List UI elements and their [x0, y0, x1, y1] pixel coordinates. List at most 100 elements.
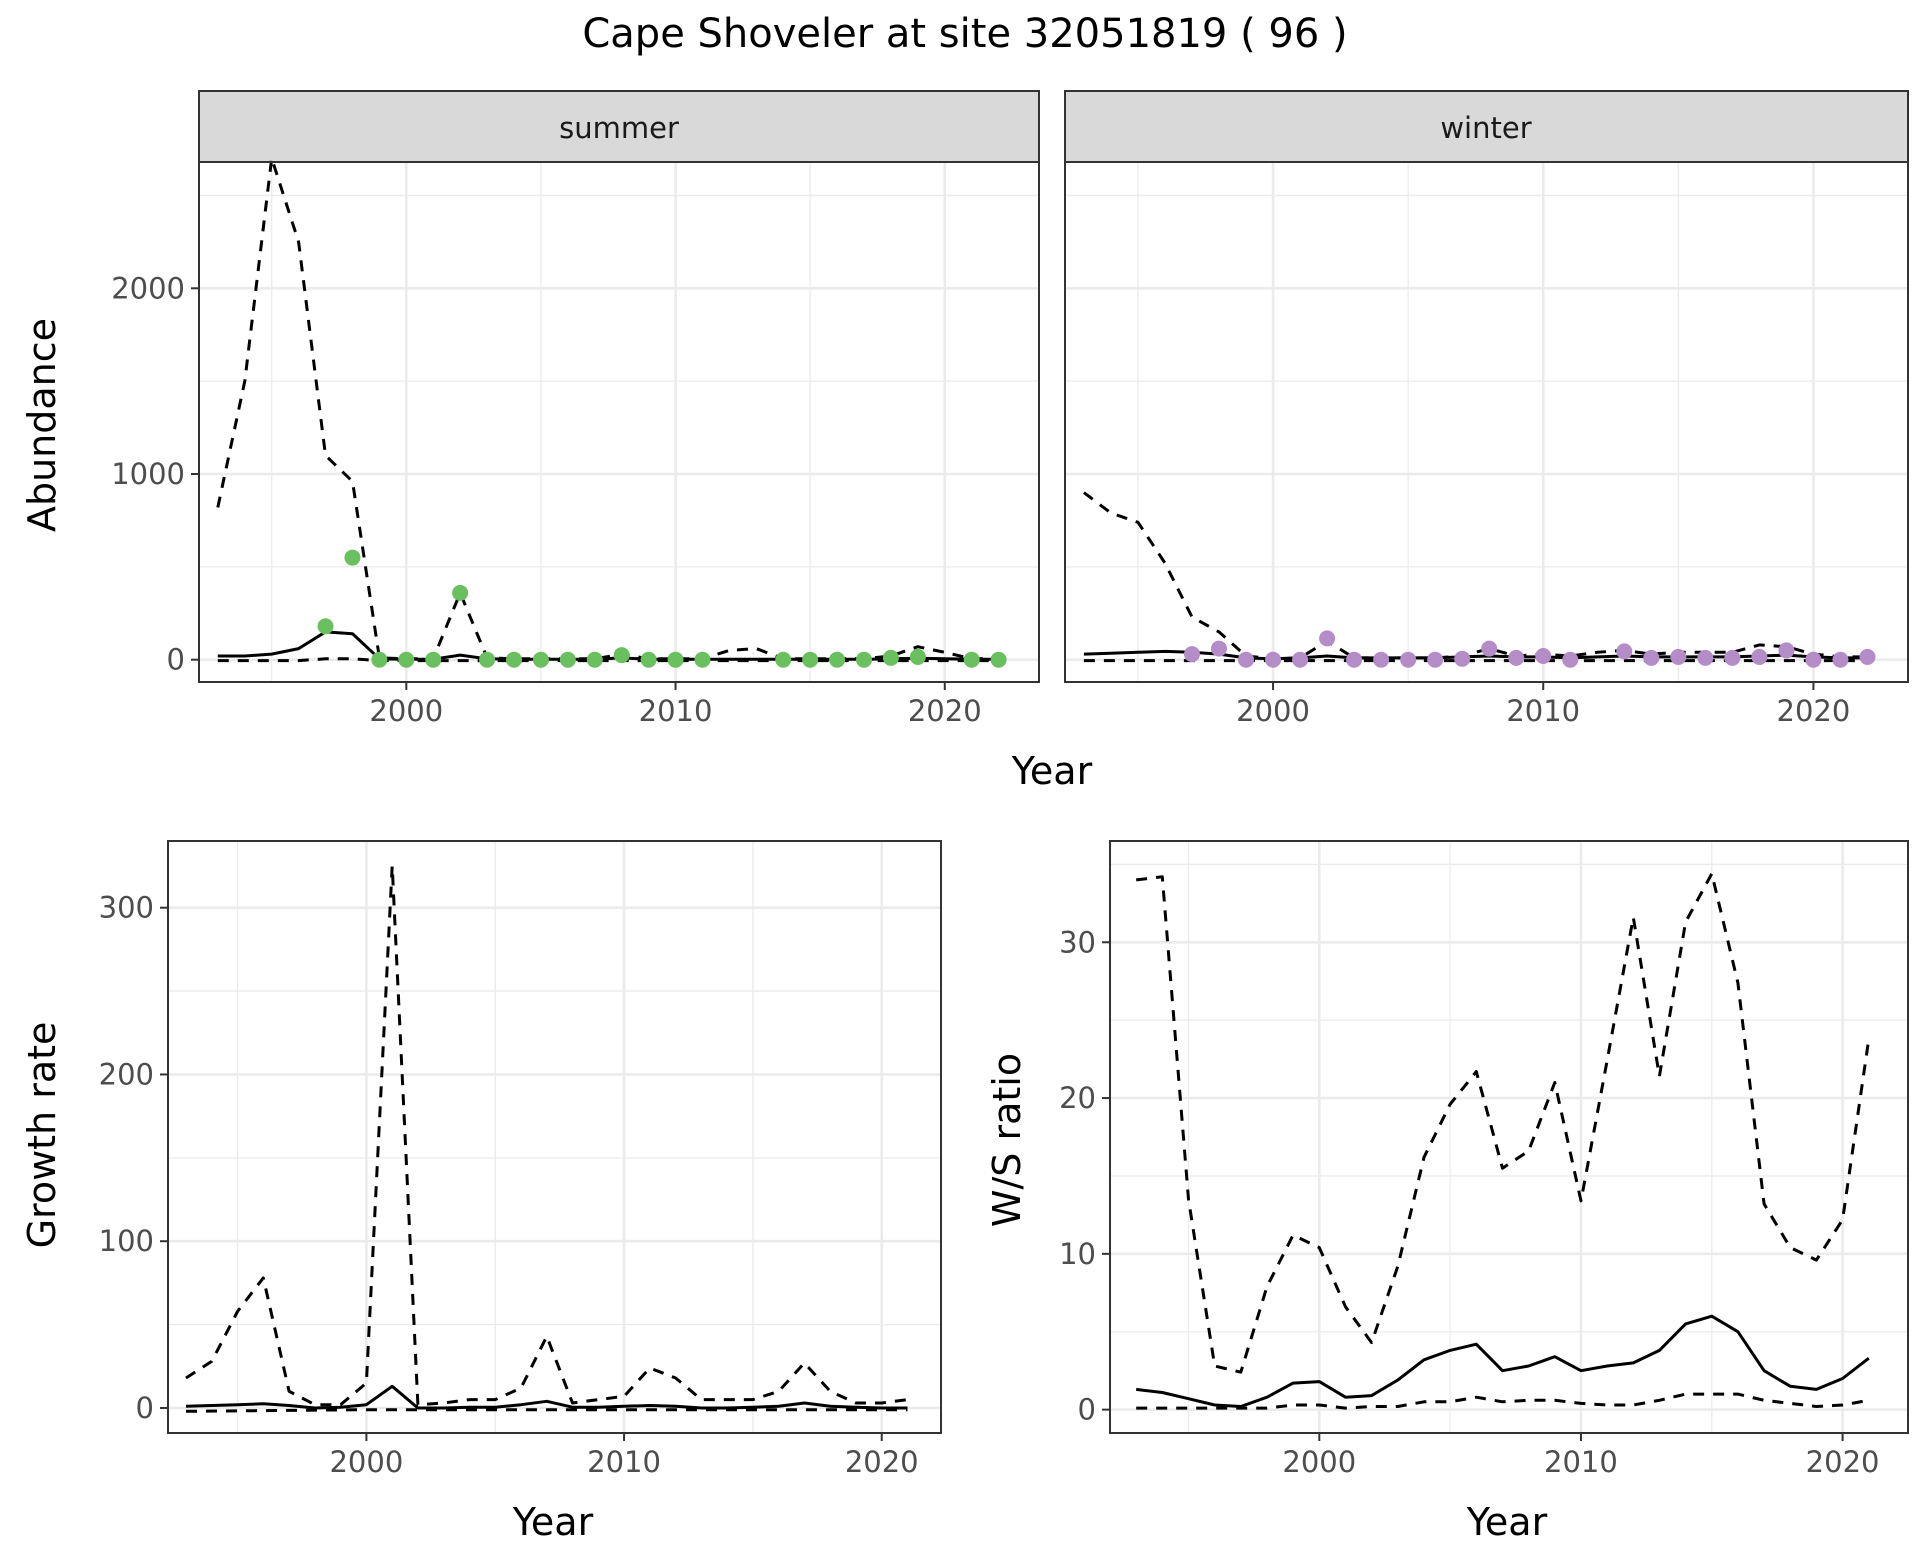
panel-background — [168, 841, 941, 1433]
x-tick-label: 2020 — [908, 694, 982, 728]
data-point — [613, 647, 630, 664]
data-point — [1508, 649, 1525, 666]
series-line-solid-0 — [1136, 1314, 1870, 1408]
data-point — [317, 618, 334, 635]
x-tick-label: 2010 — [587, 1445, 661, 1479]
data-point — [1535, 648, 1552, 664]
y-tick-label: 0 — [1078, 1393, 1096, 1427]
x-tick-label: 2020 — [1777, 694, 1851, 728]
data-point — [829, 651, 846, 668]
series-line-dashed-1 — [1082, 491, 1868, 661]
data-point — [990, 651, 1007, 668]
series-line-dashed-1 — [1136, 872, 1871, 1374]
panel-border — [1109, 840, 1909, 1434]
series-line-dashed-2 — [1136, 1392, 1870, 1410]
x-tick-label: 2010 — [1506, 694, 1580, 728]
x-tick-label: 2010 — [1544, 1445, 1618, 1479]
data-point — [1832, 651, 1849, 668]
data-point — [452, 584, 469, 601]
y-tick-label: 100 — [99, 1224, 154, 1258]
data-point — [1373, 651, 1390, 668]
x-tick-label: 2000 — [1282, 1445, 1356, 1479]
data-point — [398, 651, 415, 668]
series-line-dashed-1 — [216, 156, 999, 661]
data-point — [640, 651, 657, 668]
abundance-y-label: Abundance — [20, 318, 64, 532]
data-point — [909, 648, 926, 665]
growth-y-label: Growth rate — [20, 1022, 64, 1249]
data-point — [856, 651, 872, 668]
data-point — [1670, 648, 1687, 665]
data-point — [963, 651, 980, 668]
data-point — [1400, 651, 1417, 668]
panel-border — [198, 161, 1040, 683]
data-point — [1562, 651, 1579, 668]
abundance-panel-winter: winter 2000 2010 2020 — [1064, 90, 1909, 728]
panel-background — [1065, 162, 1908, 682]
data-point — [586, 651, 603, 668]
y-tick-label: 0 — [136, 1391, 154, 1425]
data-point — [1211, 640, 1228, 657]
y-tick-label: 0 — [167, 643, 185, 677]
y-tick-label: 30 — [1059, 925, 1096, 959]
plot-area-growth: 2000 2010 2020 0 100 200 300 — [99, 840, 942, 1479]
data-point — [1778, 642, 1795, 659]
data-point — [1805, 651, 1822, 668]
data-point — [1643, 649, 1660, 666]
data-point — [1265, 651, 1282, 668]
data-point — [1346, 651, 1363, 668]
series-line-dashed-1 — [185, 864, 908, 1407]
abundance-x-label: Year — [1011, 749, 1093, 793]
x-tick-label: 2020 — [1806, 1445, 1880, 1479]
y-tick-label: 10 — [1059, 1237, 1096, 1271]
data-point — [775, 651, 792, 668]
panel-border — [1064, 161, 1909, 683]
strip-summer — [198, 90, 1040, 163]
data-point — [1427, 651, 1444, 668]
strip-label-winter: winter — [1440, 111, 1531, 145]
ws-x-label: Year — [1466, 1500, 1548, 1544]
plot-area-winter: 2000 2010 2020 — [1064, 161, 1909, 728]
data-point — [1292, 651, 1309, 668]
data-point — [882, 649, 899, 666]
abundance-chart: summer 2000 2010 2020 0 1000 2000 winter 2000… — [20, 90, 1909, 793]
data-point — [802, 651, 819, 668]
growth-x-label: Year — [512, 1500, 594, 1544]
data-point — [1751, 648, 1768, 665]
data-point — [1697, 649, 1714, 666]
figure-title: Cape Shoveler at site 32051819 ( 96 ) — [582, 11, 1347, 57]
x-tick-label: 2000 — [369, 694, 443, 728]
data-point — [506, 651, 522, 668]
plot-area-ws-ratio: 2000 2010 2020 0 10 20 30 — [1059, 840, 1909, 1479]
series-line-dashed-2 — [185, 1408, 908, 1413]
data-point — [1238, 651, 1255, 668]
x-tick-label: 2020 — [845, 1445, 919, 1479]
data-point — [1616, 643, 1633, 660]
plot-area-summer: 2000 2010 2020 0 1000 2000 — [111, 156, 1040, 728]
x-tick-label: 2000 — [1236, 694, 1310, 728]
strip-label-summer: summer — [559, 111, 679, 145]
x-tick-label: 2000 — [329, 1445, 403, 1479]
data-point — [1481, 640, 1498, 657]
data-point — [1183, 646, 1200, 663]
y-tick-label: 300 — [99, 891, 154, 925]
data-point — [1454, 650, 1471, 667]
growth-chart: 2000 2010 2020 0 100 200 300 Growth rate Year — [20, 840, 942, 1544]
data-point — [344, 549, 361, 566]
ws-y-label: W/S ratio — [985, 1053, 1029, 1227]
y-tick-label: 200 — [99, 1057, 154, 1091]
panel-background — [1110, 841, 1908, 1433]
data-point — [1859, 648, 1876, 665]
data-point — [694, 651, 711, 668]
data-point — [559, 651, 576, 668]
data-point — [532, 651, 549, 668]
y-tick-label: 20 — [1059, 1081, 1096, 1115]
series-line-solid-0 — [185, 1384, 908, 1410]
y-tick-label: 2000 — [111, 271, 185, 305]
abundance-panel-summer: summer 2000 2010 2020 0 1000 2000 — [111, 90, 1040, 728]
data-point — [1724, 649, 1741, 666]
data-point — [1319, 630, 1336, 647]
y-tick-label: 1000 — [111, 457, 185, 491]
data-point — [425, 651, 442, 668]
